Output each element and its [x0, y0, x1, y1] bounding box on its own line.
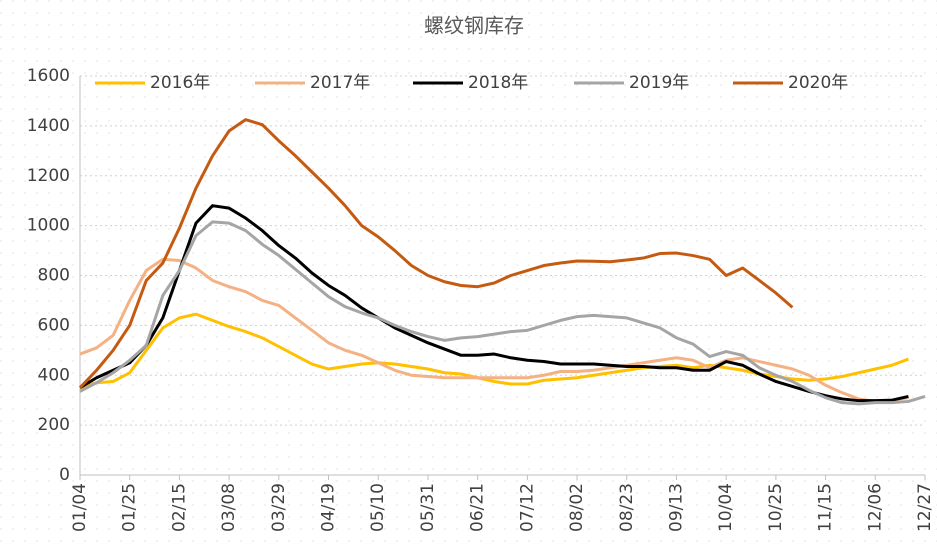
series-line	[79, 312, 909, 390]
x-tick-label: 07/12	[517, 483, 537, 532]
x-tick-label: 01/25	[120, 483, 140, 532]
x-tick-label: 10/04	[716, 483, 736, 532]
legend-label: 2017年	[310, 73, 370, 93]
x-tick-label: 04/19	[319, 483, 339, 532]
series-line	[79, 204, 909, 403]
x-tick-label: 08/23	[617, 483, 637, 532]
x-tick-label: 01/04	[70, 483, 90, 532]
y-tick-label: 1000	[27, 216, 70, 236]
x-tick-label: 10/25	[766, 483, 786, 532]
legend-label: 2018年	[468, 73, 528, 93]
y-tick-label: 200	[38, 415, 70, 435]
y-tick-label: 600	[38, 315, 70, 335]
x-tick-label: 03/08	[219, 483, 239, 532]
y-tick-label: 400	[38, 365, 70, 385]
y-tick-label: 1400	[27, 116, 70, 136]
y-tick-label: 1600	[27, 66, 70, 86]
x-tick-label: 02/15	[169, 483, 189, 532]
x-tick-label: 05/10	[368, 483, 388, 532]
x-tick-label: 05/31	[418, 483, 438, 532]
x-tick-label: 06/21	[468, 483, 488, 532]
x-tick-label: 08/02	[567, 483, 587, 532]
legend-label: 2020年	[788, 73, 848, 93]
x-tick-label: 11/15	[816, 483, 836, 532]
y-tick-label: 0	[59, 465, 70, 485]
x-tick-label: 12/27	[915, 483, 935, 532]
legend-label: 2016年	[150, 73, 210, 93]
legend-label: 2019年	[629, 73, 689, 93]
series-line	[79, 257, 909, 403]
x-tick-label: 12/06	[865, 483, 885, 532]
series-line	[79, 220, 926, 406]
y-tick-label: 800	[38, 266, 70, 286]
x-tick-label: 09/13	[666, 483, 686, 532]
chart-title: 螺纹钢库存	[424, 14, 524, 38]
x-tick-label: 03/29	[269, 483, 289, 532]
series-line	[78, 118, 794, 389]
y-tick-label: 1200	[27, 166, 70, 186]
